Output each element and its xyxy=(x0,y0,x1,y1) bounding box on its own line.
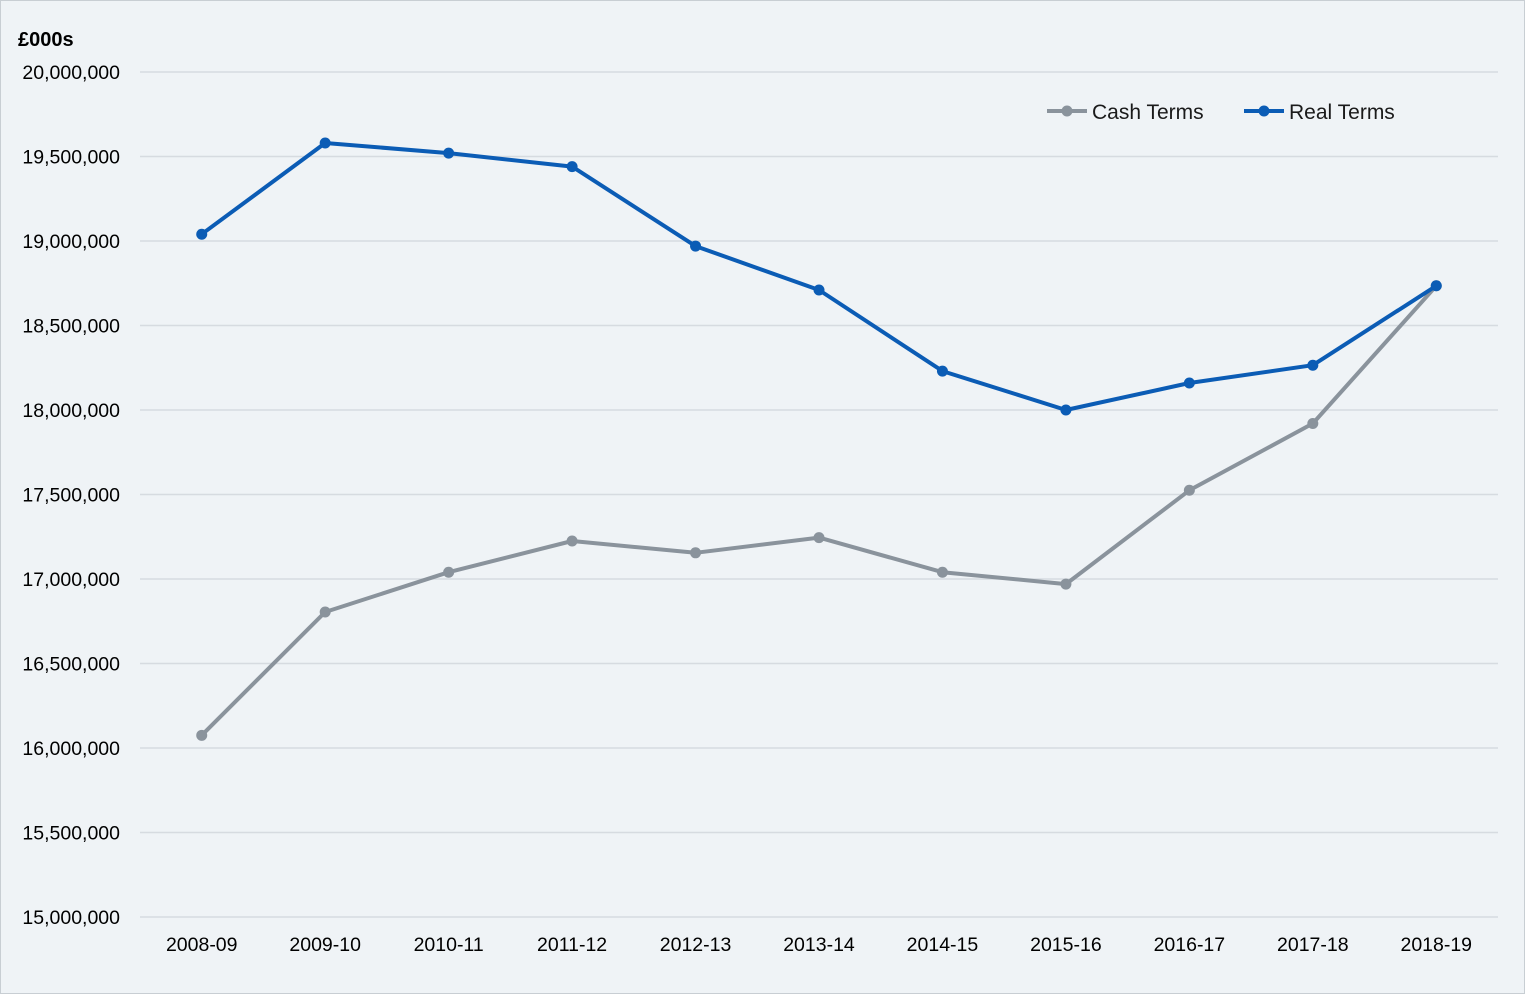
series-line-cash-terms xyxy=(199,283,1439,738)
x-tick-label: 2015-16 xyxy=(1030,934,1102,956)
x-tick-label: 2016-17 xyxy=(1154,934,1226,956)
y-tick-label: 15,500,000 xyxy=(22,823,120,845)
data-point-real-terms xyxy=(1307,359,1319,371)
y-tick-label: 19,000,000 xyxy=(22,231,120,253)
x-tick-label: 2010-11 xyxy=(414,934,484,956)
legend: Cash Terms Real Terms xyxy=(1047,101,1395,124)
x-axis-tick-labels: 2008-09 2009-10 2010-11 2011-12 2012-13 2013-… xyxy=(166,934,1472,956)
y-tick-label: 18,500,000 xyxy=(22,316,120,338)
legend-item-cash-terms: Cash Terms xyxy=(1047,101,1204,124)
data-point-cash-terms xyxy=(936,566,948,578)
data-point-cash-terms xyxy=(1307,418,1319,430)
x-tick-label: 2017-18 xyxy=(1277,934,1349,956)
y-tick-label: 18,000,000 xyxy=(22,400,120,422)
data-point-cash-terms xyxy=(1060,578,1072,590)
y-tick-label: 17,000,000 xyxy=(22,569,120,591)
y-tick-label: 19,500,000 xyxy=(22,147,120,169)
y-tick-label: 16,000,000 xyxy=(22,738,120,760)
data-point-cash-terms xyxy=(690,547,702,559)
data-point-real-terms xyxy=(1060,404,1072,416)
x-tick-label: 2009-10 xyxy=(289,934,361,956)
y-tick-label: 20,000,000 xyxy=(22,62,120,84)
data-point-real-terms xyxy=(1430,280,1442,292)
legend-label: Cash Terms xyxy=(1092,101,1204,124)
y-tick-label: 17,500,000 xyxy=(22,485,120,507)
data-point-real-terms xyxy=(690,240,702,252)
data-point-real-terms xyxy=(936,365,948,377)
data-point-real-terms xyxy=(196,228,208,240)
x-tick-label: 2013-14 xyxy=(783,934,855,956)
series-cash-terms xyxy=(196,280,1442,741)
data-point-cash-terms xyxy=(443,566,455,578)
data-point-cash-terms xyxy=(319,606,331,618)
data-point-real-terms xyxy=(566,161,578,173)
data-point-real-terms xyxy=(1183,377,1195,389)
y-tick-label: 16,500,000 xyxy=(22,654,120,676)
legend-item-real-terms: Real Terms xyxy=(1244,101,1395,124)
data-point-real-terms xyxy=(443,147,455,159)
x-tick-label: 2012-13 xyxy=(660,934,732,956)
gridlines xyxy=(140,71,1498,918)
series-lines xyxy=(196,137,1442,741)
data-point-cash-terms xyxy=(566,535,578,547)
legend-swatch-marker xyxy=(1061,105,1073,117)
x-tick-label: 2008-09 xyxy=(166,934,238,956)
series-line-real-terms xyxy=(199,141,1439,412)
y-tick-label: 15,000,000 xyxy=(22,907,120,929)
data-point-cash-terms xyxy=(196,729,208,741)
y-axis-unit-label: £000s xyxy=(18,29,74,51)
data-point-real-terms xyxy=(813,284,825,296)
x-tick-label: 2011-12 xyxy=(537,934,607,956)
series-real-terms xyxy=(196,137,1442,416)
x-tick-label: 2014-15 xyxy=(907,934,979,956)
data-point-real-terms xyxy=(319,137,331,149)
data-point-cash-terms xyxy=(1183,484,1195,496)
y-axis-tick-labels: 15,000,000 15,500,000 16,000,000 16,500,000… xyxy=(22,62,120,929)
legend-label: Real Terms xyxy=(1289,101,1395,124)
x-tick-label: 2018-19 xyxy=(1400,934,1472,956)
data-point-cash-terms xyxy=(813,532,825,544)
legend-swatch-marker xyxy=(1258,105,1270,117)
